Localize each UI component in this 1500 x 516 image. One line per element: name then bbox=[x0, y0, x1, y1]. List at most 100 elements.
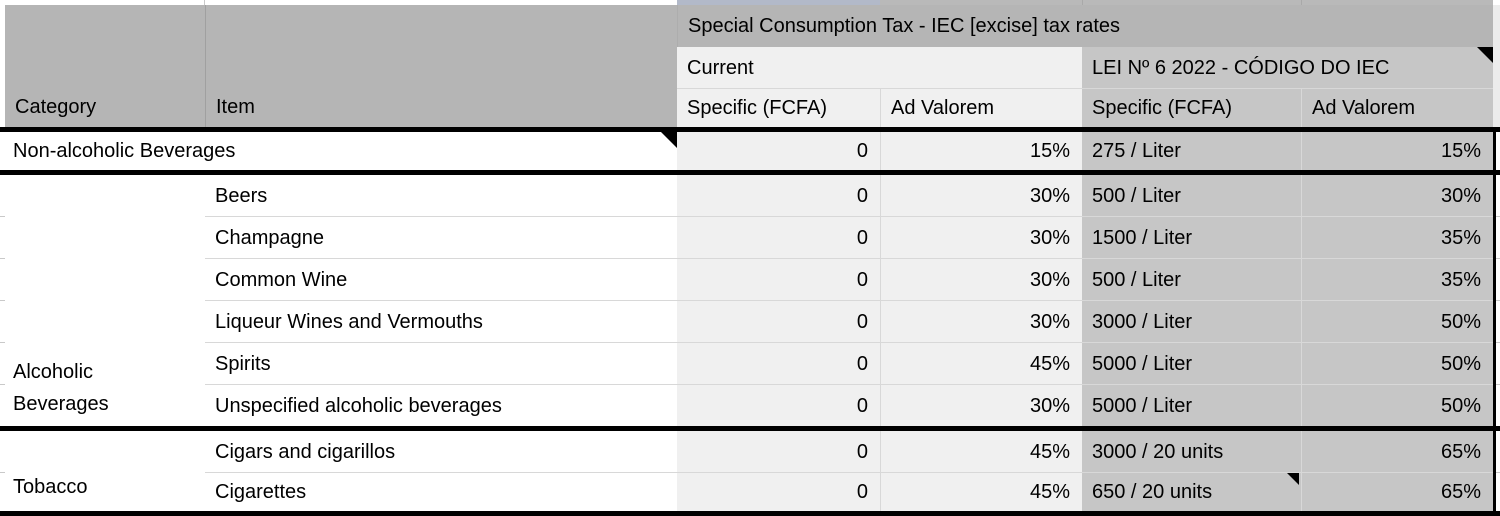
lei-specific-header-cell[interactable]: Specific (FCFA) bbox=[1082, 89, 1301, 127]
current-specific-cell[interactable]: 0 bbox=[677, 259, 880, 301]
lei-specific-cell[interactable]: 500 / Liter bbox=[1082, 175, 1301, 217]
item-cell[interactable]: Cigarettes bbox=[205, 473, 677, 511]
lei-specific-cell[interactable]: 650 / 20 units bbox=[1082, 473, 1301, 511]
category-cell-tobacco[interactable]: Tobacco bbox=[5, 431, 205, 511]
category-cell-non-alcoholic[interactable]: Non-alcoholic Beverages bbox=[5, 132, 677, 170]
lei-advalorem-cell[interactable]: 65% bbox=[1301, 473, 1493, 511]
lei-advalorem-cell[interactable]: 35% bbox=[1301, 259, 1493, 301]
current-advalorem-cell[interactable]: 45% bbox=[880, 473, 1082, 511]
current-advalorem-cell[interactable]: 30% bbox=[880, 385, 1082, 426]
right-margin-sliver bbox=[1493, 431, 1500, 511]
cell-value: 15% bbox=[1440, 140, 1481, 162]
current-advalorem-cell[interactable]: 30% bbox=[880, 259, 1082, 301]
left-margin-sliver bbox=[0, 431, 5, 511]
lei-advalorem-header-label: Ad Valorem bbox=[1312, 97, 1416, 119]
cell-value: 45% bbox=[1029, 440, 1070, 463]
lei-advalorem-cell[interactable]: 35% bbox=[1301, 217, 1493, 259]
item-label: Spirits bbox=[215, 352, 271, 375]
current-specific-cell[interactable]: 0 bbox=[677, 473, 880, 511]
current-regime-header-cell[interactable]: Current bbox=[677, 47, 1082, 89]
category-header-label: Category bbox=[15, 96, 97, 118]
right-margin-sliver bbox=[1493, 132, 1500, 170]
cell-value: 45% bbox=[1029, 352, 1070, 375]
current-specific-cell[interactable]: 0 bbox=[677, 431, 880, 473]
cell-value: 3000 / 20 units bbox=[1092, 440, 1224, 463]
current-specific-cell[interactable]: 0 bbox=[677, 132, 880, 170]
lei-specific-header-label: Specific (FCFA) bbox=[1092, 97, 1233, 119]
category-header-cell[interactable]: Category bbox=[5, 5, 205, 127]
current-advalorem-cell[interactable]: 30% bbox=[880, 175, 1082, 217]
cell-value: 0 bbox=[856, 394, 868, 417]
current-specific-cell[interactable]: 0 bbox=[677, 385, 880, 426]
lei-advalorem-cell[interactable]: 15% bbox=[1301, 132, 1493, 170]
current-specific-cell[interactable]: 0 bbox=[677, 175, 880, 217]
lei-regime-header-cell[interactable]: LEI Nº 6 2022 - CÓDIGO DO IEC bbox=[1082, 47, 1493, 89]
cell-value: 30% bbox=[1029, 226, 1070, 249]
lei-advalorem-cell[interactable]: 50% bbox=[1301, 301, 1493, 343]
item-header-cell[interactable]: Item bbox=[205, 5, 677, 127]
cell-value: 3000 / Liter bbox=[1092, 310, 1193, 333]
current-specific-cell[interactable]: 0 bbox=[677, 217, 880, 259]
current-specific-cell[interactable]: 0 bbox=[677, 343, 880, 385]
lei-advalorem-header-cell[interactable]: Ad Valorem bbox=[1301, 89, 1493, 127]
category-cell-alcoholic[interactable]: Alcoholic Beverages bbox=[5, 175, 205, 426]
item-label: Unspecified alcoholic beverages bbox=[215, 394, 502, 417]
comment-marker-icon[interactable] bbox=[1477, 47, 1493, 63]
current-advalorem-cell[interactable]: 45% bbox=[880, 431, 1082, 473]
lei-specific-cell[interactable]: 5000 / Liter bbox=[1082, 385, 1301, 426]
cell-value: 0 bbox=[856, 310, 868, 333]
lei-specific-cell[interactable]: 3000 / 20 units bbox=[1082, 431, 1301, 473]
top-strip-gray bbox=[1082, 0, 1301, 5]
top-strip-blue-cell bbox=[677, 0, 880, 5]
item-label: Beers bbox=[215, 184, 268, 207]
lei-specific-cell[interactable]: 500 / Liter bbox=[1082, 259, 1301, 301]
left-margin-sliver bbox=[0, 5, 5, 127]
current-advalorem-header-cell[interactable]: Ad Valorem bbox=[880, 89, 1082, 127]
current-specific-cell[interactable]: 0 bbox=[677, 301, 880, 343]
cell-value: 65% bbox=[1440, 481, 1481, 503]
cell-value: 650 / 20 units bbox=[1092, 481, 1213, 503]
cell-value: 45% bbox=[1029, 481, 1070, 503]
cell-value: 35% bbox=[1440, 226, 1481, 249]
category-label: Tobacco bbox=[13, 476, 88, 498]
item-cell[interactable]: Spirits bbox=[205, 343, 677, 385]
item-cell[interactable]: Cigars and cigarillos bbox=[205, 431, 677, 473]
current-advalorem-cell[interactable]: 30% bbox=[880, 301, 1082, 343]
lei-advalorem-cell[interactable]: 30% bbox=[1301, 175, 1493, 217]
item-cell[interactable]: Beers bbox=[205, 175, 677, 217]
current-regime-label: Current bbox=[687, 56, 754, 79]
lei-specific-cell[interactable]: 275 / Liter bbox=[1082, 132, 1301, 170]
item-cell[interactable]: Unspecified alcoholic beverages bbox=[205, 385, 677, 426]
current-advalorem-cell[interactable]: 30% bbox=[880, 217, 1082, 259]
lei-specific-cell[interactable]: 3000 / Liter bbox=[1082, 301, 1301, 343]
lei-advalorem-cell[interactable]: 50% bbox=[1301, 343, 1493, 385]
table-title-cell[interactable]: Special Consumption Tax - IEC [excise] t… bbox=[677, 5, 1493, 47]
thick-border bbox=[0, 127, 1500, 132]
item-label: Champagne bbox=[215, 226, 324, 249]
thick-border bbox=[0, 426, 1500, 431]
cell-value: 15% bbox=[1029, 140, 1070, 162]
right-margin-sliver bbox=[1493, 5, 1500, 127]
cell-value: 30% bbox=[1029, 310, 1070, 333]
right-margin-sliver bbox=[1493, 175, 1500, 426]
lei-regime-label: LEI Nº 6 2022 - CÓDIGO DO IEC bbox=[1092, 56, 1390, 79]
current-advalorem-cell[interactable]: 45% bbox=[880, 343, 1082, 385]
current-specific-header-label: Specific (FCFA) bbox=[687, 97, 828, 119]
item-cell[interactable]: Common Wine bbox=[205, 259, 677, 301]
lei-specific-cell[interactable]: 5000 / Liter bbox=[1082, 343, 1301, 385]
cell-value: 50% bbox=[1440, 352, 1481, 375]
thick-border bbox=[0, 170, 1500, 175]
lei-advalorem-cell[interactable]: 65% bbox=[1301, 431, 1493, 473]
cell-value: 35% bbox=[1440, 268, 1481, 291]
item-cell[interactable]: Liqueur Wines and Vermouths bbox=[205, 301, 677, 343]
current-advalorem-cell[interactable]: 15% bbox=[880, 132, 1082, 170]
category-label: Alcoholic Beverages bbox=[13, 361, 109, 415]
lei-specific-cell[interactable]: 1500 / Liter bbox=[1082, 217, 1301, 259]
comment-marker-icon[interactable] bbox=[1287, 473, 1299, 485]
lei-advalorem-cell[interactable]: 50% bbox=[1301, 385, 1493, 426]
current-specific-header-cell[interactable]: Specific (FCFA) bbox=[677, 89, 880, 127]
item-cell[interactable]: Champagne bbox=[205, 217, 677, 259]
comment-marker-icon[interactable] bbox=[661, 132, 677, 148]
